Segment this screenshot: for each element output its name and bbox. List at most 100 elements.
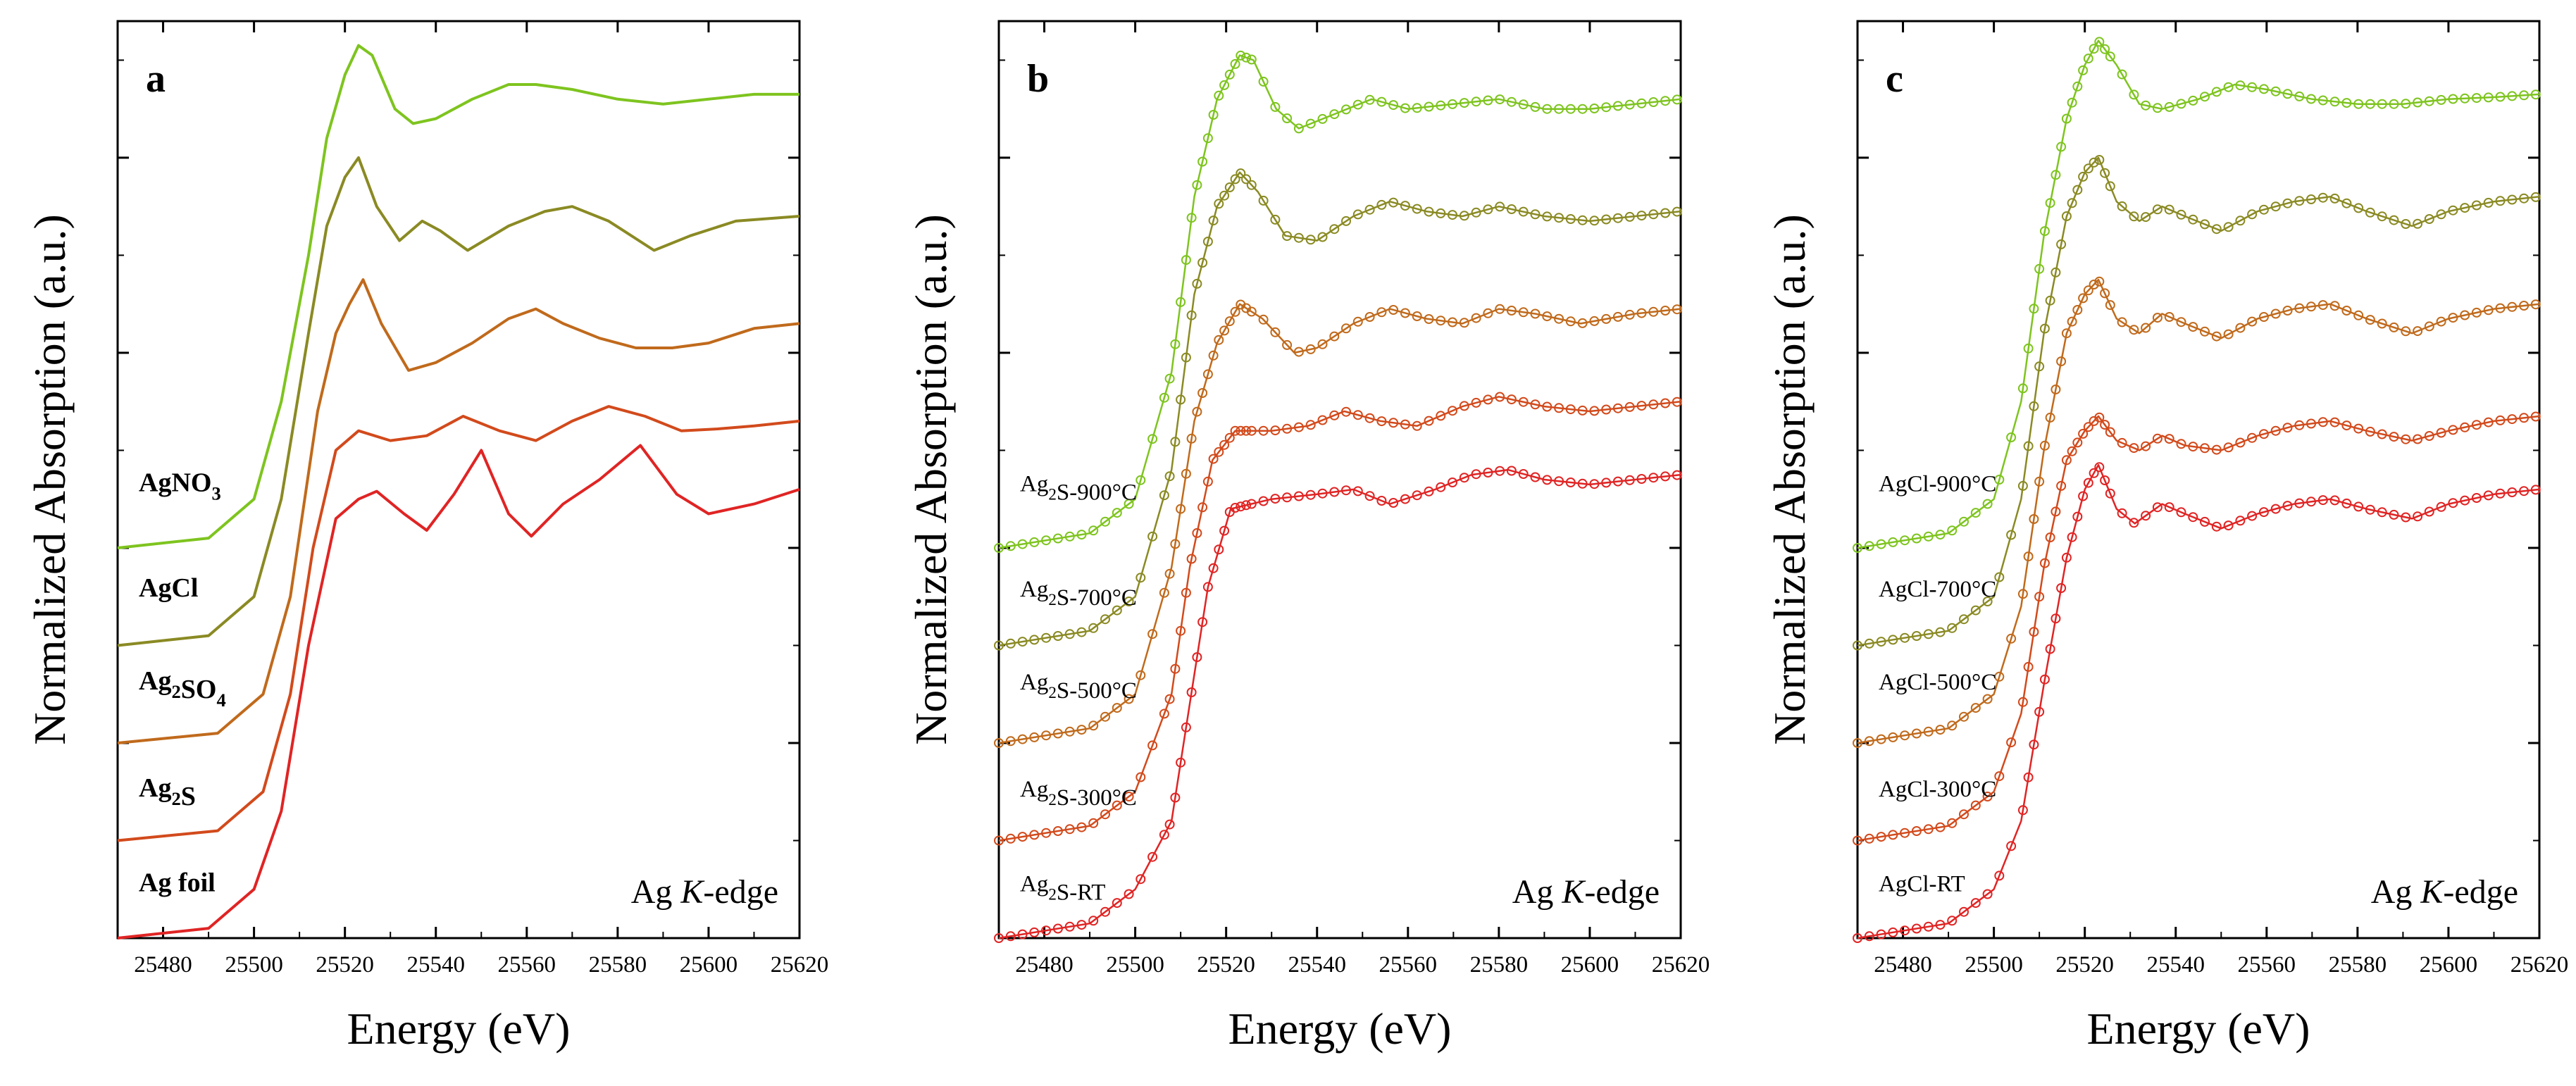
data-point bbox=[2341, 198, 2352, 208]
data-point bbox=[1518, 99, 1529, 110]
x-tick-label: 25480 bbox=[1015, 952, 1074, 978]
series-label: Ag2S-300°C bbox=[1020, 777, 1137, 811]
data-point bbox=[1305, 235, 1316, 245]
data-point bbox=[2247, 316, 2258, 327]
data-point bbox=[1214, 90, 1224, 101]
data-point bbox=[1994, 475, 2005, 485]
data-point bbox=[2247, 432, 2258, 443]
data-point bbox=[1542, 211, 1553, 222]
data-point bbox=[2436, 427, 2446, 438]
data-point bbox=[2029, 401, 2039, 411]
data-point bbox=[2100, 420, 2110, 430]
data-point bbox=[2294, 196, 2305, 206]
data-point bbox=[1329, 410, 1340, 420]
series-line bbox=[1857, 415, 2540, 842]
data-point bbox=[2247, 511, 2258, 521]
data-point bbox=[1208, 350, 1219, 361]
data-point bbox=[2495, 196, 2506, 206]
data-point bbox=[2089, 468, 2099, 478]
x-tick-label: 25480 bbox=[1874, 952, 1932, 978]
data-point bbox=[1230, 503, 1240, 513]
data-point bbox=[1029, 927, 1040, 937]
data-point bbox=[1052, 923, 1063, 934]
data-point bbox=[1052, 533, 1063, 544]
data-point bbox=[1388, 197, 1399, 208]
data-point bbox=[1005, 931, 1016, 942]
data-point bbox=[2188, 512, 2198, 523]
data-point bbox=[2023, 551, 2034, 562]
data-point bbox=[2341, 306, 2352, 316]
data-point bbox=[2270, 201, 2281, 212]
data-point bbox=[1612, 101, 1623, 111]
data-point bbox=[2117, 69, 2127, 80]
data-point bbox=[2389, 509, 2399, 520]
data-point bbox=[2056, 356, 2067, 367]
data-point bbox=[2100, 44, 2110, 54]
data-point bbox=[2377, 429, 2387, 439]
data-point bbox=[2211, 224, 2222, 235]
data-point bbox=[1412, 103, 1422, 113]
data-point bbox=[1424, 101, 1434, 112]
data-point bbox=[2083, 478, 2093, 488]
x-tick-label: 25620 bbox=[771, 952, 829, 978]
data-point bbox=[1293, 347, 1304, 357]
data-point bbox=[1959, 809, 1969, 820]
data-point bbox=[1159, 830, 1169, 840]
data-point bbox=[1181, 352, 1191, 363]
data-point bbox=[1959, 516, 1969, 527]
data-point bbox=[1412, 204, 1422, 214]
data-point bbox=[2051, 613, 2061, 624]
data-point bbox=[2051, 506, 2061, 517]
data-point bbox=[2051, 385, 2061, 394]
data-point bbox=[1530, 399, 1541, 410]
data-point bbox=[1612, 403, 1623, 413]
data-point bbox=[1181, 255, 1191, 266]
data-point bbox=[2460, 422, 2470, 432]
data-point bbox=[1388, 100, 1399, 111]
data-point bbox=[1176, 394, 1186, 405]
data-point bbox=[2413, 326, 2423, 337]
data-point bbox=[2258, 312, 2269, 322]
data-point bbox=[1542, 311, 1553, 322]
data-point bbox=[1088, 623, 1099, 633]
data-point bbox=[1305, 344, 1316, 354]
data-point bbox=[1317, 339, 1328, 349]
x-axis-title: Energy (eV) bbox=[2087, 1004, 2310, 1054]
data-point bbox=[2495, 303, 2506, 313]
data-point bbox=[1554, 104, 1564, 114]
data-point bbox=[1436, 100, 1446, 111]
data-point bbox=[1959, 711, 1969, 722]
data-point bbox=[1076, 530, 1087, 540]
plot-frame bbox=[1856, 20, 2541, 940]
data-point bbox=[1636, 98, 1647, 108]
data-point bbox=[1612, 311, 1623, 322]
data-point bbox=[2089, 44, 2099, 54]
data-point bbox=[2413, 97, 2423, 108]
data-point bbox=[1341, 104, 1351, 115]
x-tick-label: 25540 bbox=[406, 952, 465, 978]
data-point bbox=[1041, 730, 1052, 741]
data-point bbox=[1589, 406, 1600, 416]
data-point bbox=[2056, 239, 2067, 249]
data-point bbox=[1471, 313, 1481, 323]
data-point bbox=[1282, 231, 1293, 242]
data-point bbox=[1624, 211, 1635, 222]
series-label: AgCl-300°C bbox=[1879, 777, 1996, 802]
data-point bbox=[1672, 94, 1682, 105]
data-point bbox=[2006, 633, 2017, 644]
data-point bbox=[1577, 104, 1588, 114]
data-point bbox=[2365, 504, 2375, 515]
data-point bbox=[1448, 317, 1457, 327]
data-point bbox=[2200, 219, 2210, 230]
data-point bbox=[1876, 929, 1886, 940]
data-point bbox=[1911, 631, 1922, 641]
data-point bbox=[1565, 104, 1576, 114]
data-point bbox=[1088, 525, 1099, 536]
data-point bbox=[2061, 455, 2072, 466]
data-point bbox=[2045, 644, 2055, 654]
data-point bbox=[2247, 82, 2258, 92]
data-point bbox=[2329, 417, 2340, 427]
data-point bbox=[1471, 96, 1481, 107]
data-point bbox=[1530, 308, 1541, 319]
